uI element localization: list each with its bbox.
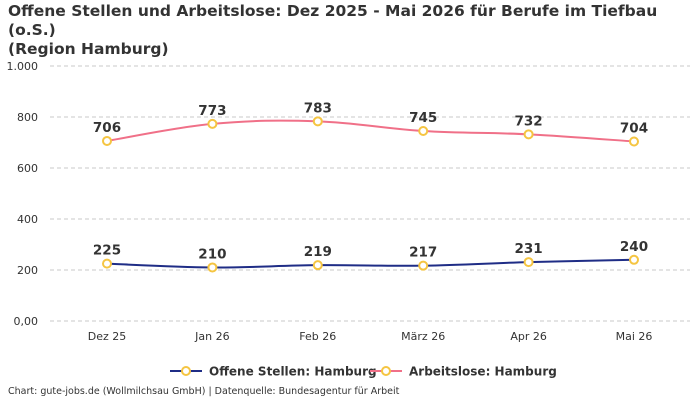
data-point: [629, 136, 639, 147]
x-tick-label: März 26: [401, 330, 445, 343]
y-tick-label: 800: [17, 111, 38, 124]
data-point: [523, 257, 534, 268]
series-line: [106, 258, 635, 269]
series-layer: [102, 116, 639, 273]
legend-label: Offene Stellen: Hamburg: [209, 365, 377, 379]
x-tick-label: Jan 26: [194, 330, 229, 343]
data-point: [207, 118, 218, 129]
x-tick-label: Feb 26: [299, 330, 336, 343]
data-label: 732: [515, 113, 543, 129]
chart-title: Offene Stellen und Arbeitslose: Dez 2025…: [8, 2, 692, 59]
legend-label: Arbeitslose: Hamburg: [409, 365, 557, 379]
data-label: 219: [304, 244, 332, 260]
legend-marker: [181, 366, 191, 376]
data-label: 706: [93, 120, 121, 136]
series-line: [106, 119, 635, 143]
data-label: 231: [515, 241, 543, 257]
x-tick-label: Mai 26: [616, 330, 653, 343]
legend: Offene Stellen: Hamburg Arbeitslose: Hamb…: [170, 365, 557, 379]
data-point: [207, 262, 218, 273]
y-tick-label: 600: [17, 162, 38, 175]
data-label: 783: [304, 100, 332, 116]
data-point: [102, 258, 112, 269]
data-point: [418, 126, 429, 137]
grid-layer: [50, 65, 690, 322]
legend-item: Offene Stellen: Hamburg: [170, 365, 377, 379]
y-tick-label: 0,00: [14, 315, 39, 328]
legend-item: Arbeitslose: Hamburg: [370, 365, 557, 379]
data-point: [102, 135, 112, 146]
chart-title-line2: (Region Hamburg): [8, 40, 169, 58]
data-point: [523, 129, 534, 140]
chart-title-line1: Offene Stellen und Arbeitslose: Dez 2025…: [8, 2, 658, 39]
data-label: 704: [620, 120, 648, 136]
data-label: 773: [198, 103, 226, 119]
data-label: 240: [620, 239, 648, 255]
y-tick-label: 1.000: [7, 60, 39, 73]
data-label: 217: [409, 245, 437, 261]
legend-marker: [381, 366, 391, 376]
chart-source: Chart: gute-jobs.de (Wollmilchsau GmbH) …: [8, 386, 400, 397]
data-point: [418, 260, 429, 271]
data-label: 210: [198, 246, 226, 262]
y-tick-label: 200: [17, 264, 38, 277]
x-tick-label: Apr 26: [510, 330, 547, 343]
data-label: 225: [93, 243, 121, 259]
axis-layer: 0,00 200 400 600 800 1.000 Dez 25 Jan 26 Feb 26 M…: [7, 60, 653, 343]
data-point: [312, 260, 323, 271]
x-tick-label: Dez 25: [88, 330, 127, 343]
data-point: [312, 116, 323, 127]
y-tick-label: 400: [17, 213, 38, 226]
data-point: [629, 254, 639, 265]
data-label-layer: 225 210 219 217 231 240 706 773 783 745 732 704: [93, 100, 648, 262]
data-label: 745: [409, 110, 437, 126]
